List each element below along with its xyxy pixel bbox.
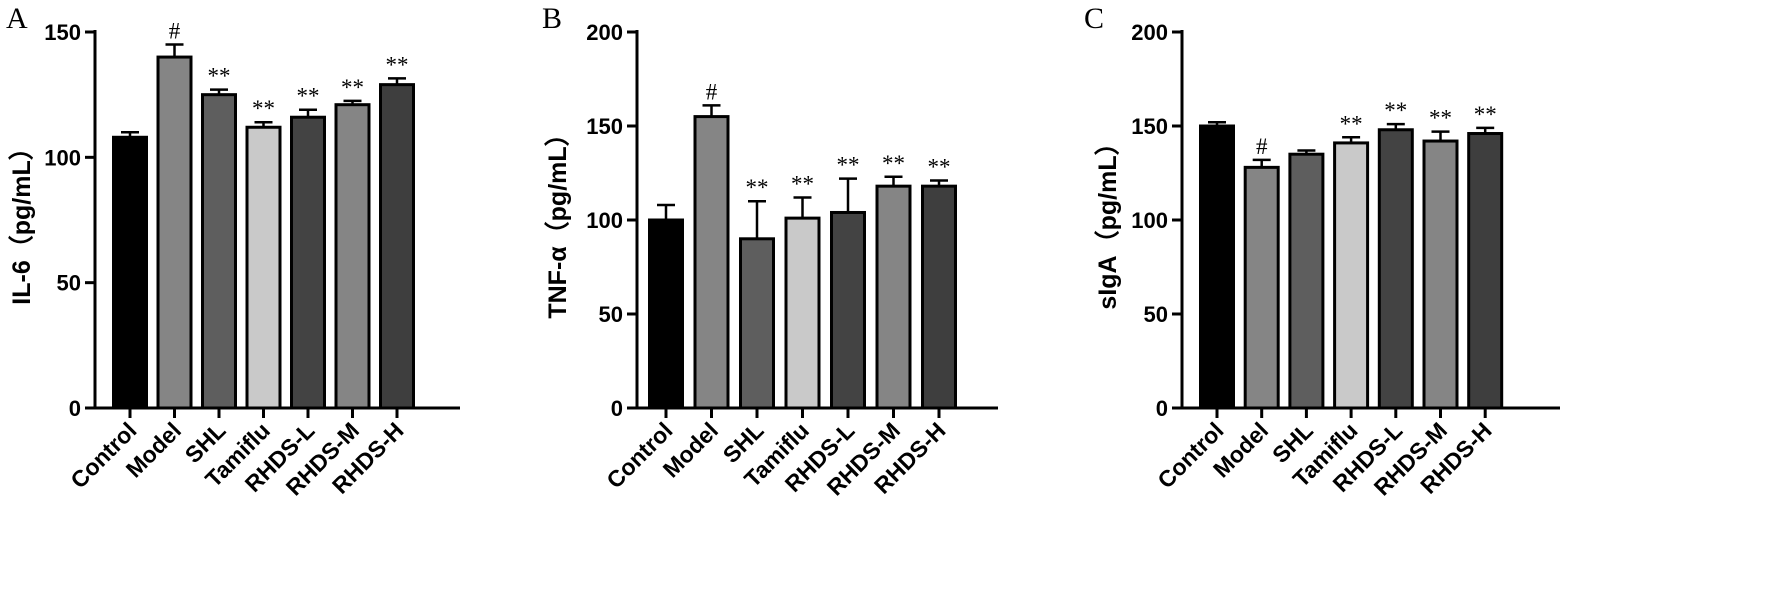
significance-label: ** [1340, 111, 1363, 136]
y-tick-label: 200 [586, 20, 623, 45]
bar [1243, 165, 1280, 410]
significance-label: ** [297, 84, 320, 109]
significance-label: ** [1474, 102, 1497, 127]
bar [1467, 132, 1504, 410]
bar [648, 218, 684, 410]
y-axis-label: IL-6（pg/mL） [7, 135, 36, 304]
bar [875, 184, 912, 410]
bar [334, 103, 371, 410]
significance-label: ** [252, 96, 275, 121]
panel-b: B TNF-α（pg/mL） 050100150200ControlModel#… [542, 2, 998, 501]
y-tick-label: 50 [599, 302, 623, 327]
bar [830, 210, 866, 410]
y-tick-label: 150 [44, 20, 81, 45]
significance-label: ** [386, 52, 409, 77]
bar [1377, 128, 1414, 410]
bar [1288, 152, 1325, 410]
significance-label: # [169, 19, 181, 44]
y-tick-label: 200 [1131, 20, 1168, 45]
bar [739, 237, 775, 410]
panel-c: C sIgA（pg/mL） 050100150200ControlModel#S… [1084, 2, 1560, 501]
bar [693, 115, 730, 410]
panel-a: A IL-6（pg/mL） 050100150ControlModel#SHL*… [6, 2, 460, 501]
y-tick-label: 0 [1156, 396, 1168, 421]
panel-letter: C [1084, 2, 1104, 35]
bar [379, 83, 415, 410]
significance-label: ** [928, 155, 951, 180]
y-tick-label: 100 [586, 208, 623, 233]
y-tick-label: 100 [44, 145, 81, 170]
significance-label: ** [882, 151, 905, 176]
bar [245, 125, 282, 410]
bar [1422, 139, 1459, 410]
bar [1199, 124, 1235, 410]
significance-label: # [706, 79, 718, 104]
significance-label: # [1256, 134, 1268, 159]
bar [921, 184, 957, 410]
panel-letter: A [6, 2, 28, 35]
significance-label: ** [208, 64, 231, 89]
y-tick-label: 100 [1131, 208, 1168, 233]
significance-label: ** [746, 175, 769, 200]
plot-area: 050100150200ControlModel#SHL**Tamiflu**R… [586, 20, 998, 501]
bar [201, 93, 237, 410]
significance-label: ** [837, 153, 860, 178]
plot-area: 050100150200ControlModel#SHLTamiflu**RHD… [1131, 20, 1560, 501]
y-tick-label: 0 [611, 396, 623, 421]
significance-label: ** [1384, 98, 1407, 123]
y-tick-label: 150 [586, 114, 623, 139]
significance-label: ** [1429, 106, 1452, 131]
y-tick-label: 50 [1144, 302, 1168, 327]
bar [112, 135, 148, 410]
significance-label: ** [791, 171, 814, 196]
y-tick-label: 0 [69, 396, 81, 421]
y-axis-label: sIgA（pg/mL） [1093, 130, 1122, 309]
y-axis-label: TNF-α（pg/mL） [543, 121, 572, 318]
y-tick-label: 150 [1131, 114, 1168, 139]
bar [156, 55, 193, 410]
y-tick-label: 50 [57, 271, 81, 296]
bar [290, 115, 326, 410]
significance-label: ** [341, 75, 364, 100]
plot-area: 050100150ControlModel#SHL**Tamiflu**RHDS… [44, 19, 460, 501]
panel-letter: B [542, 2, 562, 35]
bar [784, 216, 821, 410]
bar [1333, 141, 1370, 410]
